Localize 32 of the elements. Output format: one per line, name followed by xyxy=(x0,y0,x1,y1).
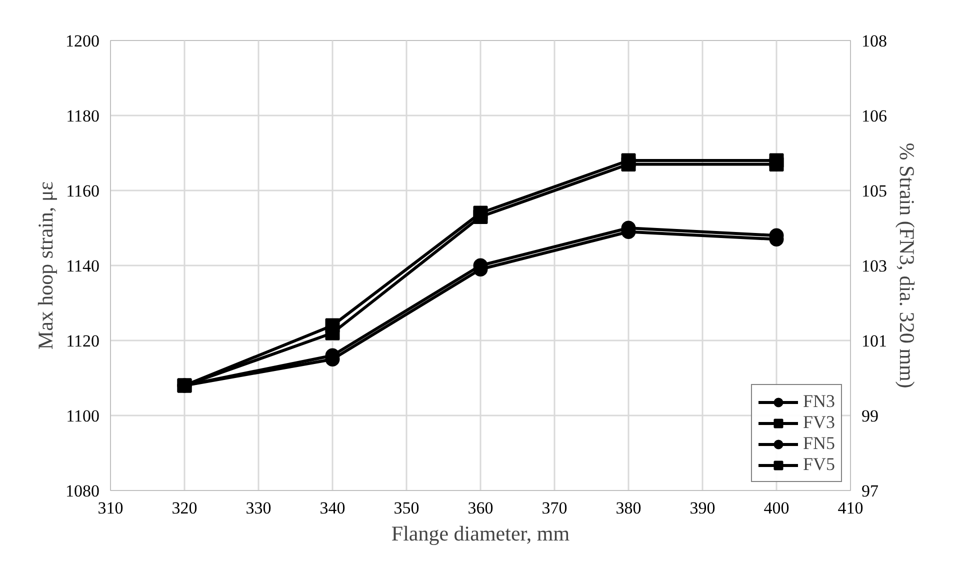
y2-tick-label: 105 xyxy=(862,182,887,200)
x-tick-label: 410 xyxy=(838,498,864,518)
legend-label: FN3 xyxy=(802,391,835,412)
y2-axis-title: % Strain (FN3, dia. 320 mm) xyxy=(895,142,919,388)
y-axis-title: Max hoop strain, με xyxy=(34,181,58,350)
y2-tick-label: 103 xyxy=(862,256,887,276)
y-tick-label: 1140 xyxy=(66,256,100,276)
y2-tick-label: 99 xyxy=(862,406,878,426)
x-tick-label: 370 xyxy=(542,498,568,518)
legend-label: FV3 xyxy=(802,412,835,433)
x-axis-title: Flange diameter, mm xyxy=(391,522,570,546)
x-tick-label: 360 xyxy=(468,498,494,518)
y2-tick-label: 97 xyxy=(862,482,879,500)
y-tick-label: 1160 xyxy=(66,182,100,200)
y-tick-label: 1100 xyxy=(66,406,100,426)
x-tick-label: 390 xyxy=(690,498,716,518)
x-tick-label: 310 xyxy=(98,498,124,518)
y2-tick-label: 108 xyxy=(862,32,887,50)
x-tick-label: 320 xyxy=(172,498,198,518)
x-tick-label: 340 xyxy=(320,498,346,518)
y2-tick-label: 101 xyxy=(862,332,887,350)
y-tick-label: 1200 xyxy=(66,32,100,50)
x-tick-label: 350 xyxy=(394,498,420,518)
y-tick-label: 1080 xyxy=(66,482,100,500)
y-tick-label: 1120 xyxy=(66,332,100,350)
x-tick-label: 380 xyxy=(616,498,642,518)
y2-tick-label: 106 xyxy=(862,106,887,126)
x-tick-label: 330 xyxy=(246,498,272,518)
legend-label: FN5 xyxy=(802,433,835,454)
legend-label: FV5 xyxy=(802,454,835,475)
y-tick-label: 1180 xyxy=(66,106,100,126)
x-tick-label: 400 xyxy=(764,498,790,518)
